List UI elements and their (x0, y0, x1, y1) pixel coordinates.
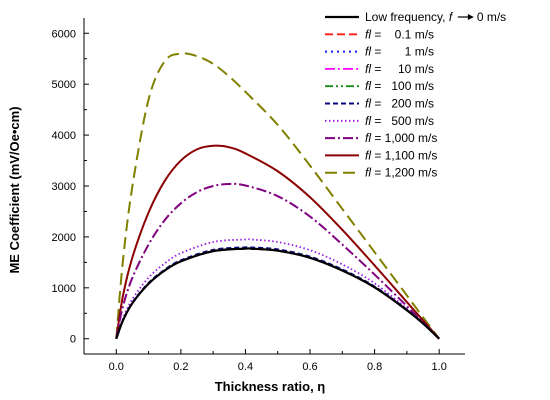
x-tick-label: 0.2 (173, 361, 188, 373)
arrow-head-icon (467, 14, 474, 20)
legend-label-0-rest: 0 m/s (477, 10, 506, 24)
legend-label-3: fl = 10 m/s (365, 62, 434, 76)
series-line-7 (115, 182, 440, 340)
legend: Low frequency, f 0 m/s fl = 0.1 m/s fl = 1 … (325, 10, 506, 180)
series-line-8 (115, 144, 440, 340)
legend-label-2: fl = 1 m/s (365, 45, 434, 59)
legend-label-1: fl = 0.1 m/s (365, 27, 434, 41)
series-line-0 (115, 247, 440, 340)
y-tick-label: 2000 (52, 232, 76, 244)
legend-label-0: Low frequency, f (365, 10, 454, 24)
legend-label-9: fl = 1,200 m/s (365, 166, 437, 180)
x-axis-title: Thickness ratio, η (215, 379, 326, 394)
legend-label-5: fl = 200 m/s (365, 97, 434, 111)
y-tick-label: 4000 (52, 130, 76, 142)
y-tick-label: 3000 (52, 181, 76, 193)
series-line-9 (115, 52, 440, 340)
y-axis-title: ME Coefficient (mV/Oe•cm) (7, 106, 22, 273)
legend-label-8: fl = 1,100 m/s (365, 148, 437, 162)
legend-label-7: fl = 1,000 m/s (365, 131, 437, 145)
legend-label-4: fl = 100 m/s (365, 79, 434, 93)
y-tick-label: 0 (70, 334, 76, 346)
series-layer (115, 52, 440, 340)
y-tick-label: 5000 (52, 79, 76, 91)
legend-label-6: fl = 500 m/s (365, 114, 434, 128)
y-tick-label: 6000 (52, 28, 76, 40)
y-tick-label: 1000 (52, 283, 76, 295)
x-tick-label: 0.0 (109, 361, 124, 373)
x-tick-label: 0.6 (302, 361, 317, 373)
ticks-layer: 0.0 0.2 0.4 0.6 0.8 1.0 0 1000 2000 3000 4000 5000 6… (52, 28, 447, 373)
x-tick-label: 0.8 (367, 361, 382, 373)
x-tick-label: 0.4 (238, 361, 253, 373)
x-tick-label: 1.0 (432, 361, 447, 373)
series-line-6 (115, 238, 440, 340)
